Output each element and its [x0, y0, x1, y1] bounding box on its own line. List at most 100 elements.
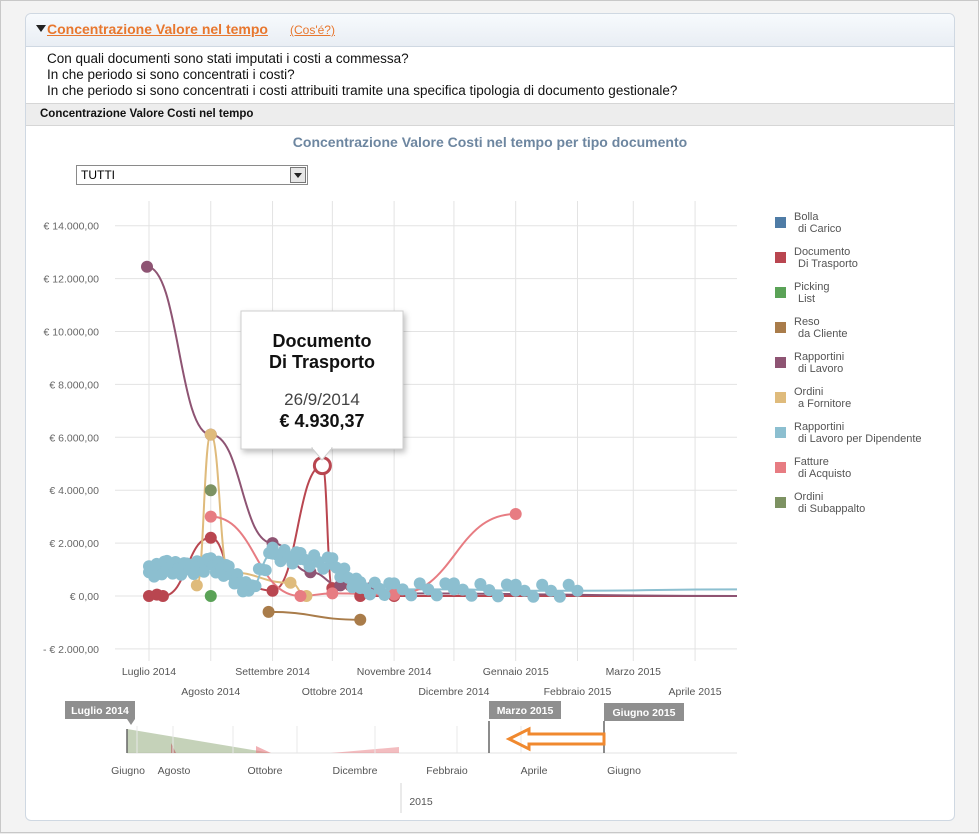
- chart-tooltip: Documento Di Trasporto 26/9/2014 € 4.930…: [240, 310, 404, 461]
- data-point[interactable]: [363, 588, 376, 601]
- data-point[interactable]: [430, 589, 443, 602]
- y-tick-label: € 8.000,00: [49, 379, 99, 391]
- legend-swatch: [775, 392, 786, 403]
- data-point[interactable]: [396, 583, 409, 596]
- data-point[interactable]: [474, 577, 487, 590]
- data-point[interactable]: [422, 583, 435, 596]
- x-axis-ticks: Luglio 2014 Agosto 2014 Settembre 2014 Otto…: [122, 666, 722, 698]
- legend-label: di Subappalto: [798, 503, 865, 515]
- data-point[interactable]: [266, 584, 279, 597]
- data-point[interactable]: [156, 590, 169, 602]
- data-point[interactable]: [334, 579, 347, 592]
- data-point[interactable]: [492, 590, 505, 603]
- data-point[interactable]: [262, 605, 275, 618]
- data-point[interactable]: [571, 584, 584, 597]
- svg-text:Luglio 2014: Luglio 2014: [71, 705, 129, 717]
- help-link[interactable]: (Cos'é?): [290, 23, 335, 37]
- data-point[interactable]: [197, 565, 210, 578]
- data-point[interactable]: [338, 562, 351, 575]
- legend-label: Di Trasporto: [798, 258, 858, 270]
- data-point[interactable]: [413, 577, 426, 590]
- legend-label: da Cliente: [798, 328, 848, 340]
- data-point[interactable]: [175, 568, 188, 581]
- series-lines: [146, 265, 738, 621]
- data-point[interactable]: [465, 589, 478, 602]
- range-badge-middle[interactable]: Marzo 2015: [489, 701, 561, 719]
- x-tick-label: Dicembre 2014: [418, 686, 489, 698]
- data-point[interactable]: [204, 428, 217, 441]
- x-tick-label: Settembre 2014: [235, 666, 310, 678]
- data-point[interactable]: [204, 531, 217, 544]
- data-point[interactable]: [303, 560, 316, 573]
- y-tick-label: € 0,00: [70, 591, 99, 603]
- data-point[interactable]: [456, 583, 469, 596]
- data-point[interactable]: [527, 590, 540, 603]
- chart-section-title: Concentrazione Valore Costi nel tempo: [40, 108, 254, 120]
- series-line: [146, 265, 738, 597]
- data-point[interactable]: [317, 562, 330, 575]
- data-point[interactable]: [500, 578, 513, 591]
- data-point[interactable]: [553, 590, 566, 603]
- x-tick-label: Novembre 2014: [357, 666, 432, 678]
- data-point[interactable]: [447, 577, 460, 590]
- select-value: TUTTI: [81, 168, 115, 182]
- data-point[interactable]: [378, 589, 391, 602]
- range-badge-start[interactable]: Luglio 2014: [65, 701, 135, 725]
- data-point[interactable]: [545, 584, 558, 597]
- navigator-label: Dicembre: [333, 765, 378, 777]
- data-point[interactable]: [326, 552, 339, 565]
- legend-label: di Carico: [798, 223, 841, 235]
- document-type-select[interactable]: TUTTI: [76, 165, 308, 185]
- data-point[interactable]: [388, 577, 401, 590]
- legend-label: di Acquisto: [798, 468, 851, 480]
- legend-label: Rapportini: [794, 421, 844, 433]
- section-title-link[interactable]: Concentrazione Valore nel tempo: [47, 21, 268, 37]
- data-point[interactable]: [483, 584, 496, 597]
- navigator-label: Giugno: [607, 765, 641, 777]
- range-badge-end[interactable]: Giugno 2015: [604, 703, 684, 721]
- data-point[interactable]: [509, 578, 522, 591]
- data-point[interactable]: [204, 484, 217, 497]
- data-point[interactable]: [294, 590, 307, 602]
- legend-swatch: [775, 427, 786, 438]
- data-point[interactable]: [286, 557, 299, 570]
- y-tick-label: € 4.000,00: [49, 485, 99, 497]
- navigator-label: Ottobre: [247, 765, 282, 777]
- questions-list: Con quali documenti sono stati imputati …: [47, 51, 677, 99]
- data-point[interactable]: [536, 578, 549, 591]
- data-point[interactable]: [259, 564, 272, 577]
- data-point[interactable]: [509, 508, 522, 521]
- data-point[interactable]: [141, 260, 153, 273]
- data-point[interactable]: [190, 579, 203, 592]
- data-point[interactable]: [204, 510, 217, 523]
- data-point[interactable]: [326, 587, 339, 600]
- data-point[interactable]: [518, 584, 531, 597]
- legend-swatch: [775, 287, 786, 298]
- data-point[interactable]: [405, 589, 418, 602]
- range-navigator[interactable]: Luglio 2014 Marzo 2015 Giugno 2015 Giugn…: [65, 701, 737, 813]
- data-point[interactable]: [354, 613, 367, 626]
- legend-swatch: [775, 462, 786, 473]
- data-point[interactable]: [249, 580, 262, 593]
- collapse-triangle-icon[interactable]: [36, 25, 46, 32]
- legend-label: a Fornitore: [798, 398, 851, 410]
- y-tick-label: € 6.000,00: [49, 432, 99, 444]
- x-tick-label: Aprile 2015: [669, 686, 722, 698]
- data-point[interactable]: [155, 568, 168, 581]
- data-point[interactable]: [284, 576, 297, 589]
- chevron-down-icon[interactable]: [290, 167, 306, 183]
- data-point[interactable]: [204, 590, 217, 602]
- data-point[interactable]: [562, 578, 575, 591]
- data-point[interactable]: [439, 577, 452, 590]
- legend-swatch: [775, 252, 786, 263]
